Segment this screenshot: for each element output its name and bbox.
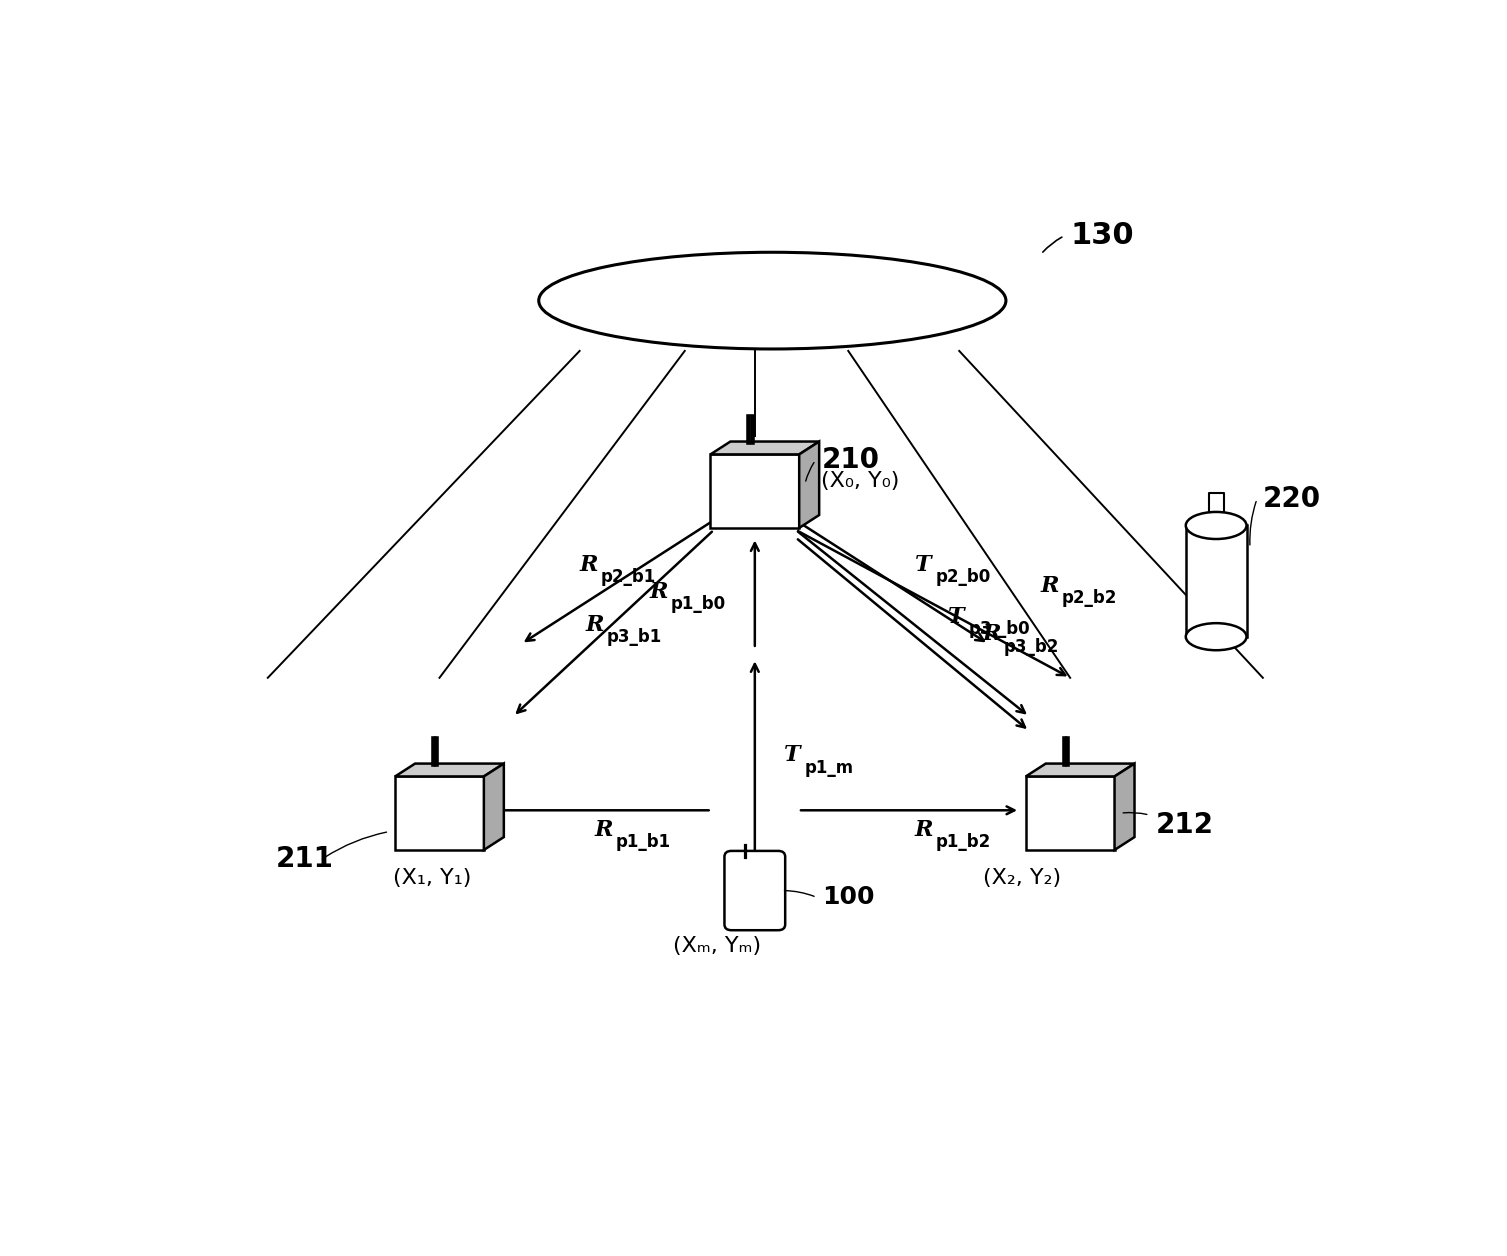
- Text: p1_b0: p1_b0: [671, 595, 726, 613]
- Text: T: T: [784, 744, 800, 766]
- Text: 211: 211: [276, 844, 335, 873]
- Text: p2_b2: p2_b2: [1062, 589, 1117, 608]
- Text: R: R: [595, 819, 613, 840]
- Text: p3,_b0: p3,_b0: [969, 620, 1031, 638]
- Text: p1_b2: p1_b2: [936, 833, 992, 852]
- Polygon shape: [1026, 764, 1135, 776]
- Text: p3_b1: p3_b1: [606, 628, 662, 646]
- Polygon shape: [1115, 764, 1135, 850]
- Text: 100: 100: [823, 885, 876, 909]
- Text: R: R: [915, 819, 933, 840]
- Text: p1_m: p1_m: [805, 759, 854, 776]
- Text: R: R: [983, 623, 1001, 646]
- Text: 210: 210: [821, 446, 880, 475]
- Text: (Xₘ, Yₘ): (Xₘ, Yₘ): [674, 936, 761, 956]
- Polygon shape: [395, 776, 484, 850]
- Text: p2_b1: p2_b1: [601, 568, 656, 587]
- Ellipse shape: [1186, 512, 1246, 539]
- FancyBboxPatch shape: [725, 850, 785, 931]
- Text: R: R: [1041, 575, 1059, 597]
- Text: (X₀, Y₀): (X₀, Y₀): [821, 471, 900, 491]
- Polygon shape: [799, 442, 820, 528]
- Text: (X₁, Y₁): (X₁, Y₁): [393, 868, 472, 888]
- Polygon shape: [1186, 525, 1246, 637]
- Text: (X₂, Y₂): (X₂, Y₂): [983, 868, 1061, 888]
- Text: p1_b1: p1_b1: [616, 833, 671, 852]
- Text: R: R: [580, 554, 598, 575]
- Ellipse shape: [1186, 623, 1246, 651]
- Text: R: R: [650, 580, 668, 603]
- Polygon shape: [1026, 776, 1115, 850]
- Text: T: T: [915, 554, 931, 575]
- Text: 130: 130: [1070, 221, 1133, 250]
- Polygon shape: [395, 764, 503, 776]
- Text: 220: 220: [1263, 485, 1322, 512]
- Polygon shape: [484, 764, 503, 850]
- Polygon shape: [710, 442, 820, 455]
- Text: p2_b0: p2_b0: [936, 568, 992, 587]
- Text: T: T: [948, 605, 964, 628]
- Ellipse shape: [540, 252, 1007, 349]
- Polygon shape: [710, 455, 799, 528]
- Text: R: R: [585, 614, 604, 636]
- Text: 212: 212: [1156, 811, 1213, 839]
- Text: p3_b2: p3_b2: [1004, 638, 1059, 656]
